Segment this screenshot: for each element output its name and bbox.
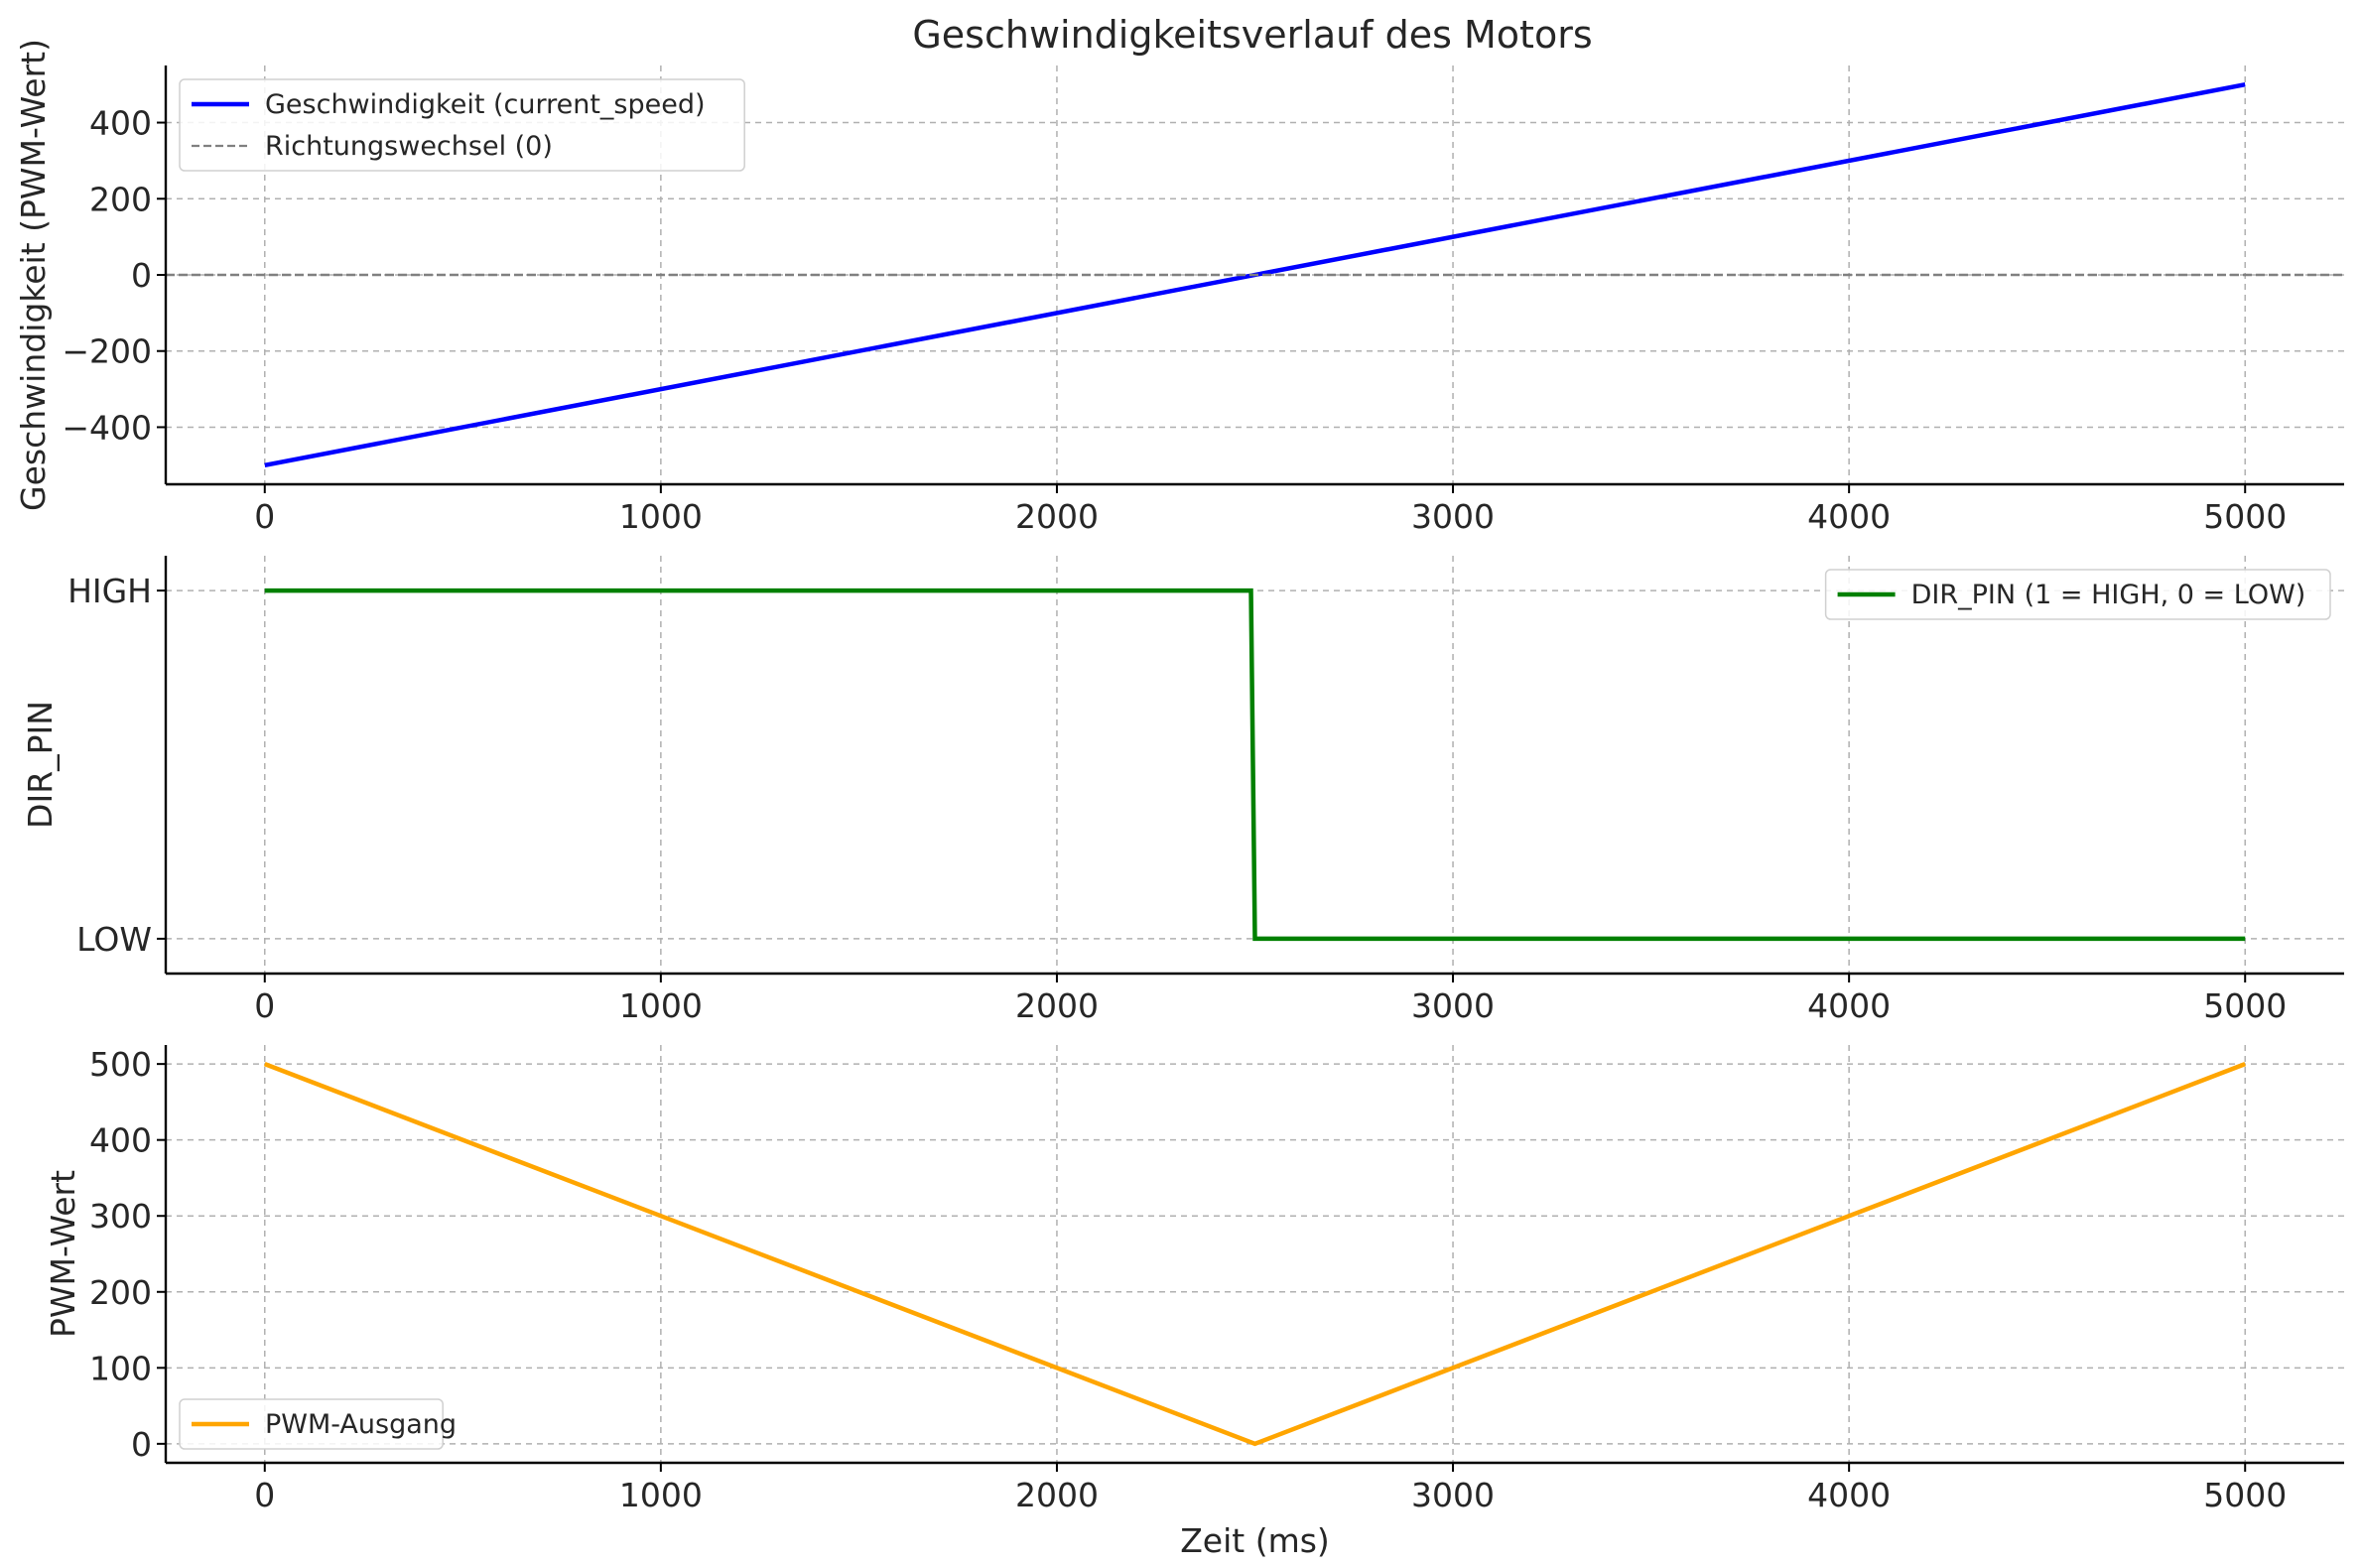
panel-2: 0 1000 2000 3000 4000 5000 LOW HIGH DIR_PIN DIR_P… (21, 556, 2344, 1025)
y-axis-label: DIR_PIN (21, 701, 60, 829)
x-tick-label: 2000 (1015, 1476, 1099, 1514)
y-axis-label: PWM-Wert (44, 1170, 82, 1338)
x-tick-label: 5000 (2203, 497, 2287, 536)
legend: DIR_PIN (1 = HIGH, 0 = LOW) (1824, 569, 2331, 620)
series-line (264, 588, 2246, 942)
x-tick-label: 1000 (619, 497, 703, 536)
y-tick-label: 0 (131, 1425, 152, 1464)
chart-title: Geschwindigkeitsverlauf des Motors (912, 13, 1592, 57)
y-tick-label: 200 (89, 1273, 152, 1312)
y-tick-label: 400 (89, 104, 152, 143)
legend-label: DIR_PIN (1 = HIGH, 0 = LOW) (1911, 580, 2306, 610)
x-tick-label: 4000 (1807, 1476, 1891, 1514)
legend-label: PWM-Ausgang (265, 1409, 457, 1440)
y-tick-label: LOW (76, 920, 152, 959)
y-tick-label: 400 (89, 1121, 152, 1160)
x-tick-label: 5000 (2203, 986, 2287, 1025)
y-tick-label: −400 (62, 408, 152, 447)
x-axis-label: Zeit (ms) (1180, 1521, 1330, 1560)
legend-box (1824, 569, 2331, 620)
x-tick-label: 2000 (1015, 497, 1099, 536)
y-tick-label: HIGH (67, 572, 152, 610)
x-tick-label: 3000 (1411, 986, 1495, 1025)
y-tick-label: 300 (89, 1197, 152, 1236)
x-tick-label: 4000 (1807, 497, 1891, 536)
legend-box (179, 78, 745, 172)
y-tick-label: 200 (89, 180, 152, 218)
series-line (263, 1062, 2247, 1447)
legend-box (179, 1398, 444, 1450)
panel-1: 0 1000 2000 3000 4000 5000 −400 −200 0 200 400 Gesc… (14, 39, 2344, 536)
legend: PWM-Ausgang (179, 1398, 457, 1450)
x-tick-label: 0 (254, 1476, 275, 1514)
x-tick-label: 0 (254, 497, 275, 536)
y-axis-label: Geschwindigkeit (PWM-Wert) (14, 39, 53, 511)
legend-label: Richtungswechsel (0) (265, 131, 553, 162)
x-tick-label: 3000 (1411, 1476, 1495, 1514)
x-tick-label: 1000 (619, 1476, 703, 1514)
x-tick-label: 2000 (1015, 986, 1099, 1025)
x-tick-label: 0 (254, 986, 275, 1025)
x-tick-label: 5000 (2203, 1476, 2287, 1514)
panel-3: 0 1000 2000 3000 4000 5000 0 100 200 300 400 500 PWM… (44, 1045, 2344, 1560)
legend-label: Geschwindigkeit (current_speed) (265, 89, 706, 120)
legend: Geschwindigkeit (current_speed) Richtungs… (179, 78, 745, 172)
y-tick-label: 500 (89, 1045, 152, 1084)
x-tick-label: 4000 (1807, 986, 1891, 1025)
y-tick-label: −200 (62, 332, 152, 371)
x-tick-label: 1000 (619, 986, 703, 1025)
y-tick-label: 100 (89, 1349, 152, 1387)
y-tick-label: 0 (131, 256, 152, 295)
x-tick-label: 3000 (1411, 497, 1495, 536)
